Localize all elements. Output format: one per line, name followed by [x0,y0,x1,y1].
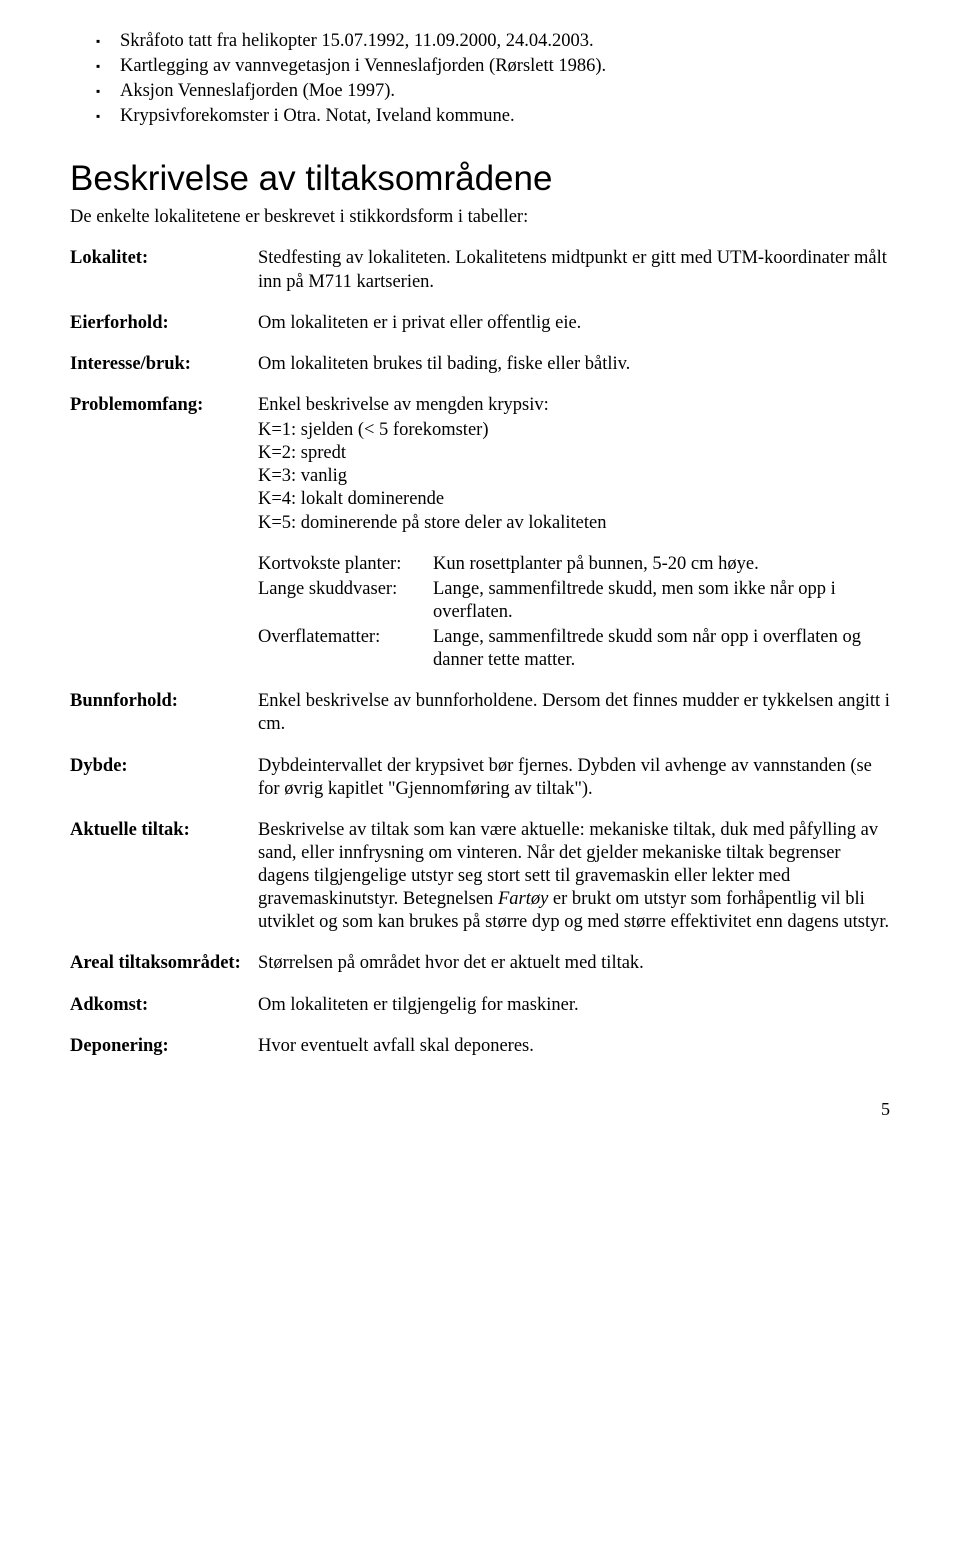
def-desc: Stedfesting av lokaliteten. Lokalitetens… [258,247,890,293]
nested-desc: Lange, sammenfiltrede skudd, men som ikk… [433,578,890,624]
def-term: Deponering: [70,1035,258,1058]
def-term: Dybde: [70,755,258,778]
intro-text: De enkelte lokalitetene er beskrevet i s… [70,206,890,229]
nested-term: Kortvokste planter: [258,553,433,576]
def-term: Lokalitet: [70,247,258,270]
scale-item: K=3: vanlig [258,465,890,488]
nested-term: Lange skuddvaser: [258,578,433,624]
def-row-adkomst: Adkomst: Om lokaliteten er tilgjengelig … [70,994,890,1017]
definitions-table: Lokalitet: Stedfesting av lokaliteten. L… [70,247,890,1057]
def-term: Bunnforhold: [70,690,258,713]
bullet-list: Skråfoto tatt fra helikopter 15.07.1992,… [70,30,890,129]
def-term: Adkomst: [70,994,258,1017]
bullet-item: Kartlegging av vannvegetasjon i Vennesla… [96,55,890,78]
nested-desc: Kun rosettplanter på bunnen, 5-20 cm høy… [433,553,890,576]
def-desc: Om lokaliteten er i privat eller offentl… [258,312,890,335]
problem-intro: Enkel beskrivelse av mengden krypsiv: [258,395,549,415]
def-desc: Enkel beskrivelse av bunnforholdene. Der… [258,690,890,736]
def-row-interesse: Interesse/bruk: Om lokaliteten brukes ti… [70,353,890,376]
nested-desc: Lange, sammenfiltrede skudd som når opp … [433,626,890,672]
def-row-areal: Areal tiltaksområdet: Størrelsen på områ… [70,952,890,975]
nested-row: Overflatematter: Lange, sammenfiltrede s… [258,626,890,672]
def-desc: Hvor eventuelt avfall skal deponeres. [258,1035,890,1058]
def-row-lokalitet: Lokalitet: Stedfesting av lokaliteten. L… [70,247,890,293]
def-desc: Om lokaliteten er tilgjengelig for maski… [258,994,890,1017]
problem-scale-list: K=1: sjelden (< 5 forekomster) K=2: spre… [258,419,890,535]
aktuelle-italic: Fartøy [498,889,548,909]
bullet-item: Krypsivforekomster i Otra. Notat, Ivelan… [96,105,890,128]
def-term: Aktuelle tiltak: [70,819,258,842]
scale-item: K=2: spredt [258,442,890,465]
def-row-aktuelle-tiltak: Aktuelle tiltak: Beskrivelse av tiltak s… [70,819,890,935]
scale-item: K=1: sjelden (< 5 forekomster) [258,419,890,442]
def-desc: Om lokaliteten brukes til bading, fiske … [258,353,890,376]
def-row-deponering: Deponering: Hvor eventuelt avfall skal d… [70,1035,890,1058]
nested-row: Lange skuddvaser: Lange, sammenfiltrede … [258,578,890,624]
def-term: Areal tiltaksområdet: [70,952,258,975]
bullet-text: Kartlegging av vannvegetasjon i Vennesla… [120,56,606,76]
page-number: 5 [70,1098,890,1121]
def-desc: Størrelsen på området hvor det er aktuel… [258,952,890,975]
def-row-eierforhold: Eierforhold: Om lokaliteten er i privat … [70,312,890,335]
bullet-text: Krypsivforekomster i Otra. Notat, Ivelan… [120,106,515,126]
scale-item: K=5: dominerende på store deler av lokal… [258,512,890,535]
scale-item: K=4: lokalt dominerende [258,488,890,511]
nested-definitions: Kortvokste planter: Kun rosettplanter på… [258,553,890,673]
def-term: Interesse/bruk: [70,353,258,376]
def-row-problemomfang: Problemomfang: Enkel beskrivelse av meng… [70,394,890,535]
def-desc: Beskrivelse av tiltak som kan være aktue… [258,819,890,935]
def-term: Problemomfang: [70,394,258,417]
bullet-text: Skråfoto tatt fra helikopter 15.07.1992,… [120,31,594,51]
section-heading: Beskrivelse av tiltaksområdene [70,157,890,201]
def-desc: Dybdeintervallet der krypsivet bør fjern… [258,755,890,801]
bullet-item: Skråfoto tatt fra helikopter 15.07.1992,… [96,30,890,53]
def-term: Eierforhold: [70,312,258,335]
def-desc: Enkel beskrivelse av mengden krypsiv: K=… [258,394,890,535]
nested-row: Kortvokste planter: Kun rosettplanter på… [258,553,890,576]
def-row-bunnforhold: Bunnforhold: Enkel beskrivelse av bunnfo… [70,690,890,736]
nested-term: Overflatematter: [258,626,433,672]
def-row-dybde: Dybde: Dybdeintervallet der krypsivet bø… [70,755,890,801]
bullet-item: Aksjon Venneslafjorden (Moe 1997). [96,80,890,103]
bullet-text: Aksjon Venneslafjorden (Moe 1997). [120,81,395,101]
